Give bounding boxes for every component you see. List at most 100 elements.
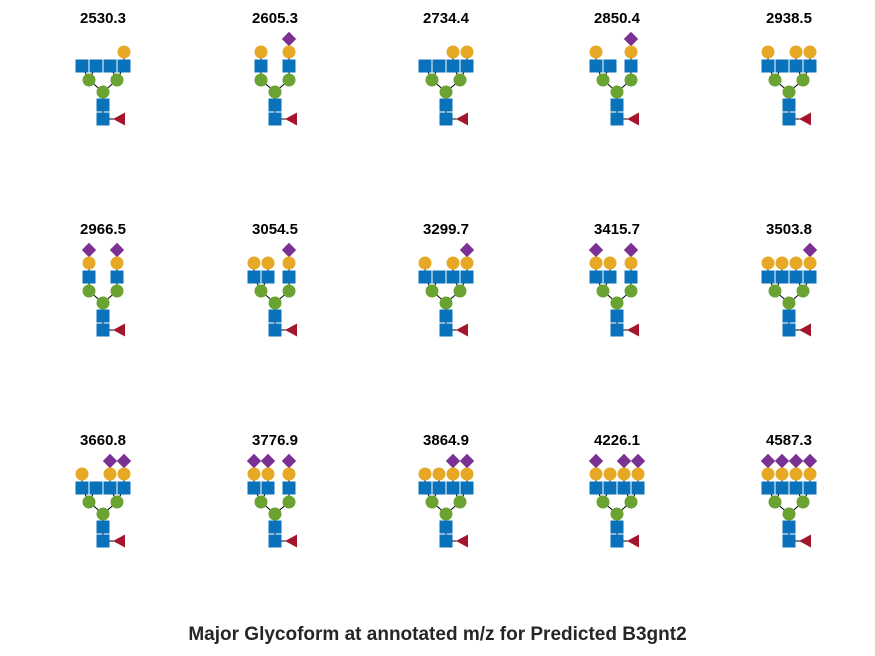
glcnac-square bbox=[617, 481, 631, 495]
neuac-diamond bbox=[81, 242, 97, 258]
glcnac-square bbox=[782, 112, 796, 126]
fucose-triangle bbox=[285, 534, 297, 548]
glycan-cell: 3660.8 bbox=[75, 432, 132, 548]
galactose-circle bbox=[418, 256, 432, 270]
mannose-circle bbox=[96, 296, 110, 310]
mannose-circle bbox=[768, 284, 782, 298]
glycan-cell: 3776.9 bbox=[246, 432, 298, 548]
glcnac-square bbox=[89, 481, 103, 495]
glcnac-square bbox=[418, 59, 432, 73]
neuac-diamond bbox=[459, 242, 475, 258]
mannose-circle bbox=[268, 507, 282, 521]
glcnac-square bbox=[117, 481, 131, 495]
glcnac-square bbox=[775, 270, 789, 284]
fucose-triangle bbox=[285, 112, 297, 126]
neuac-diamond bbox=[623, 31, 639, 47]
glcnac-square bbox=[268, 98, 282, 112]
galactose-circle bbox=[418, 467, 432, 481]
neuac-diamond bbox=[445, 453, 461, 469]
fucose-triangle bbox=[456, 323, 468, 337]
neuac-diamond bbox=[109, 242, 125, 258]
neuac-diamond bbox=[616, 453, 632, 469]
galactose-circle bbox=[789, 256, 803, 270]
glcnac-square bbox=[268, 112, 282, 126]
fucose-triangle bbox=[627, 112, 639, 126]
mannose-circle bbox=[254, 284, 268, 298]
galactose-circle bbox=[261, 256, 275, 270]
glcnac-square bbox=[446, 59, 460, 73]
glcnac-square bbox=[432, 481, 446, 495]
glcnac-square bbox=[439, 309, 453, 323]
glycan-cell: 4587.3 bbox=[760, 432, 818, 548]
neuac-diamond bbox=[281, 31, 297, 47]
mz-label: 2966.5 bbox=[80, 221, 126, 238]
neuac-diamond bbox=[623, 242, 639, 258]
neuac-diamond bbox=[246, 453, 262, 469]
neuac-diamond bbox=[630, 453, 646, 469]
galactose-circle bbox=[75, 467, 89, 481]
glcnac-square bbox=[96, 534, 110, 548]
glcnac-square bbox=[268, 309, 282, 323]
mannose-circle bbox=[610, 507, 624, 521]
mannose-circle bbox=[453, 284, 467, 298]
galactose-circle bbox=[603, 467, 617, 481]
mz-label: 3415.7 bbox=[594, 221, 640, 238]
glcnac-square bbox=[460, 481, 474, 495]
mannose-circle bbox=[439, 296, 453, 310]
mannose-circle bbox=[782, 296, 796, 310]
glcnac-square bbox=[110, 270, 124, 284]
neuac-diamond bbox=[459, 453, 475, 469]
glcnac-square bbox=[803, 270, 817, 284]
neuac-diamond bbox=[588, 242, 604, 258]
mz-label: 3054.5 bbox=[252, 221, 298, 238]
neuac-diamond bbox=[760, 453, 776, 469]
glcnac-square bbox=[610, 534, 624, 548]
glcnac-square bbox=[782, 323, 796, 337]
mannose-circle bbox=[82, 495, 96, 509]
glcnac-square bbox=[282, 59, 296, 73]
glcnac-square bbox=[789, 481, 803, 495]
galactose-circle bbox=[789, 45, 803, 59]
mannose-circle bbox=[268, 296, 282, 310]
glcnac-square bbox=[624, 59, 638, 73]
galactose-circle bbox=[789, 467, 803, 481]
mannose-circle bbox=[268, 85, 282, 99]
glcnac-square bbox=[75, 59, 89, 73]
mannose-circle bbox=[282, 284, 296, 298]
glcnac-square bbox=[103, 59, 117, 73]
glcnac-square bbox=[782, 309, 796, 323]
mannose-circle bbox=[282, 73, 296, 87]
galactose-circle bbox=[603, 256, 617, 270]
mannose-circle bbox=[425, 73, 439, 87]
glcnac-square bbox=[261, 481, 275, 495]
galactose-circle bbox=[110, 256, 124, 270]
glcnac-square bbox=[446, 270, 460, 284]
mz-label: 3299.7 bbox=[423, 221, 469, 238]
neuac-diamond bbox=[260, 453, 276, 469]
glcnac-square bbox=[268, 323, 282, 337]
galactose-circle bbox=[624, 45, 638, 59]
glcnac-square bbox=[624, 270, 638, 284]
mannose-circle bbox=[439, 507, 453, 521]
glycan-cell: 2530.3 bbox=[75, 10, 131, 126]
mannose-circle bbox=[768, 495, 782, 509]
glcnac-square bbox=[789, 59, 803, 73]
glcnac-square bbox=[117, 59, 131, 73]
neuac-diamond bbox=[588, 453, 604, 469]
glcnac-square bbox=[103, 481, 117, 495]
glcnac-square bbox=[418, 270, 432, 284]
glcnac-square bbox=[96, 520, 110, 534]
mannose-circle bbox=[796, 495, 810, 509]
glcnac-square bbox=[439, 520, 453, 534]
galactose-circle bbox=[261, 467, 275, 481]
glcnac-square bbox=[603, 59, 617, 73]
neuac-diamond bbox=[788, 453, 804, 469]
glcnac-square bbox=[803, 59, 817, 73]
glcnac-square bbox=[460, 59, 474, 73]
mannose-circle bbox=[596, 495, 610, 509]
galactose-circle bbox=[460, 256, 474, 270]
glcnac-square bbox=[268, 520, 282, 534]
galactose-circle bbox=[446, 256, 460, 270]
mannose-circle bbox=[782, 507, 796, 521]
